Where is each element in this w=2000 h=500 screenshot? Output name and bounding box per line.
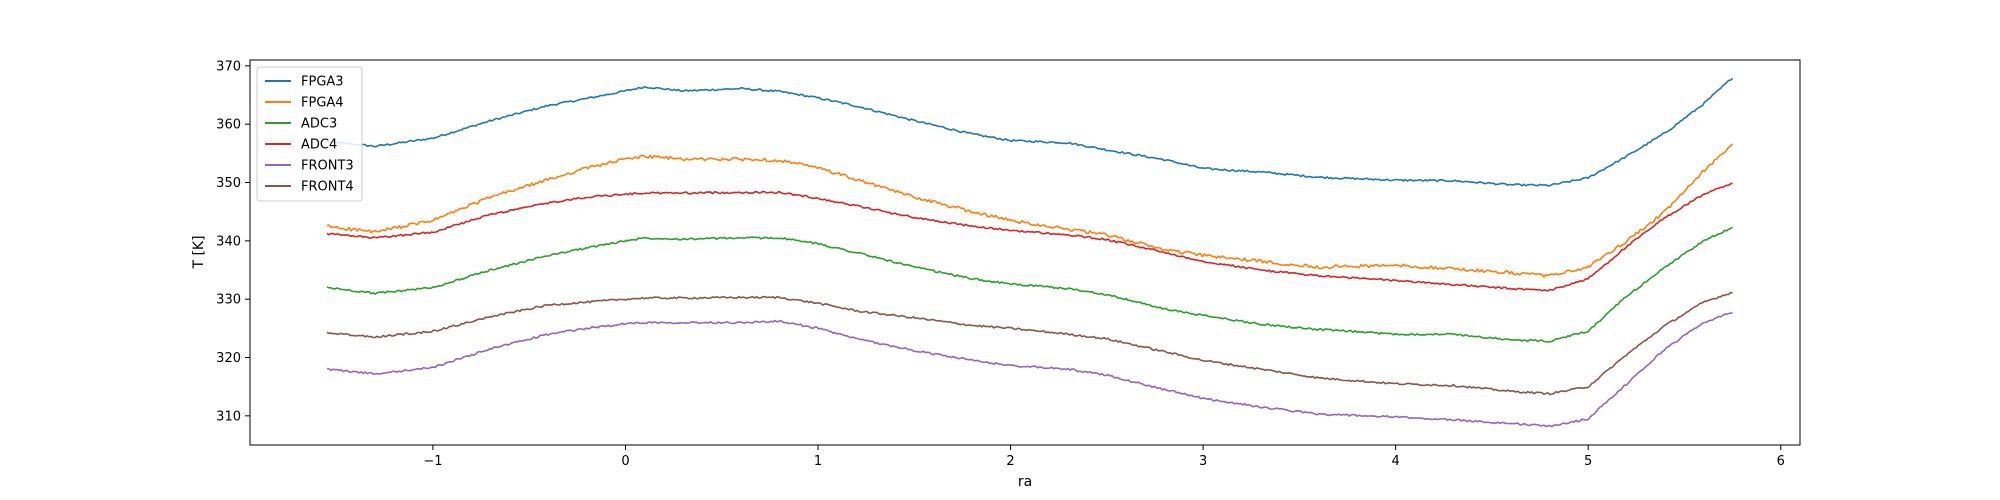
legend: FPGA3 FPGA4 ADC3 ADC4 FRONT3 FRONT4 bbox=[256, 66, 363, 202]
series-line-adc3 bbox=[326, 226, 1734, 343]
y-tick-label: 320 bbox=[216, 351, 241, 366]
legend-label: ADC3 bbox=[301, 117, 337, 132]
x-tick-label: 0 bbox=[621, 454, 629, 469]
y-tick-label: 330 bbox=[216, 293, 241, 308]
x-tick-label: 6 bbox=[1777, 454, 1785, 469]
series-line-adc4 bbox=[326, 182, 1733, 292]
series-layer bbox=[326, 77, 1734, 428]
y-axis: 310 320 330 340 350 360 370 bbox=[216, 59, 250, 424]
series-line-fpga3 bbox=[326, 77, 1734, 187]
y-tick-label: 350 bbox=[216, 176, 241, 191]
y-tick-label: 360 bbox=[216, 118, 241, 133]
legend-label: FPGA3 bbox=[301, 75, 344, 90]
x-axis-label: ra bbox=[1018, 474, 1032, 490]
x-tick-label: 1 bbox=[814, 454, 822, 469]
x-axis: −1 0 1 2 3 4 5 6 bbox=[423, 445, 1785, 469]
x-tick-label: 2 bbox=[1006, 454, 1014, 469]
legend-label: FRONT4 bbox=[301, 180, 354, 195]
series-line-front4 bbox=[326, 291, 1733, 396]
legend-label: FPGA4 bbox=[301, 96, 344, 111]
series-line-front3 bbox=[326, 312, 1733, 428]
legend-label: FRONT3 bbox=[301, 159, 354, 174]
x-tick-label: 5 bbox=[1584, 454, 1592, 469]
y-tick-label: 340 bbox=[216, 234, 241, 249]
series-line-fpga4 bbox=[326, 143, 1734, 278]
x-tick-label: 4 bbox=[1392, 454, 1400, 469]
legend-label: ADC4 bbox=[301, 138, 337, 153]
plot-frame bbox=[249, 59, 1801, 446]
y-tick-label: 370 bbox=[216, 59, 241, 74]
y-tick-label: 310 bbox=[216, 409, 241, 424]
x-tick-label: 3 bbox=[1199, 454, 1207, 469]
legend-box bbox=[256, 66, 363, 202]
y-axis-label: T [K] bbox=[191, 235, 207, 269]
x-tick-label: −1 bbox=[423, 454, 442, 469]
